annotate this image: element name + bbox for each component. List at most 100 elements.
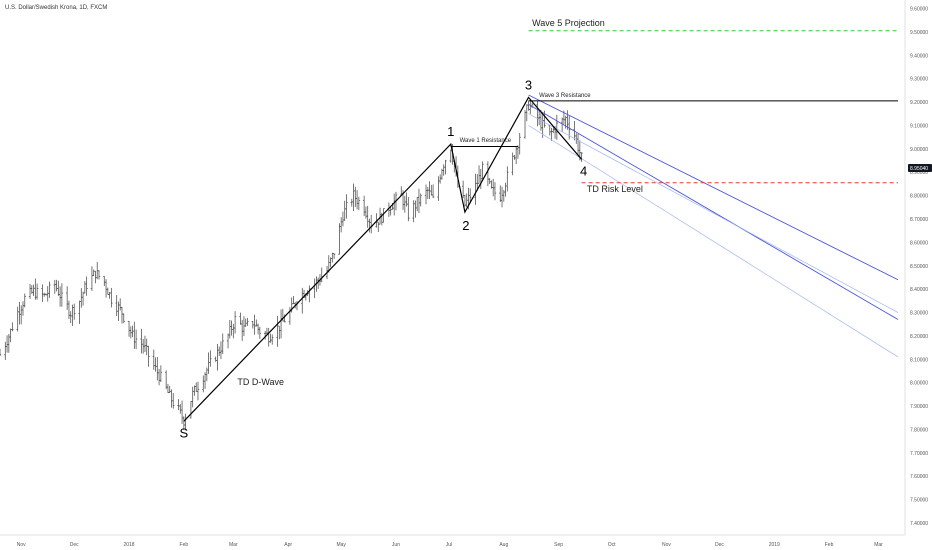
ohlc-bar — [145, 338, 148, 356]
ohlc-bar — [529, 99, 532, 114]
price-axis[interactable]: 9.60000 9.50000 9.40000 9.30000 9.20000 9.100… — [910, 7, 928, 528]
ohlc-bar — [415, 196, 419, 212]
ohlc-bar — [53, 279, 56, 294]
time-tick-label: 2018 — [123, 542, 134, 548]
ohlc-bar — [368, 218, 371, 233]
ohlc-bar — [313, 278, 316, 299]
time-tick-label: Dec — [70, 542, 79, 548]
ohlc-bar — [504, 182, 507, 197]
level-label: Wave 5 Projection — [532, 18, 605, 28]
time-tick-label: Mar — [874, 542, 883, 548]
ohlc-bar — [189, 401, 193, 419]
ohlc-bar — [11, 322, 14, 332]
ohlc-bar — [338, 223, 341, 255]
ohlc-bar — [555, 114, 559, 140]
ohlc-bar — [364, 206, 368, 219]
ohlc-bar — [477, 165, 481, 184]
ohlc-bar — [90, 266, 94, 291]
ohlc-bar — [488, 178, 491, 185]
ohlc-bar — [104, 279, 108, 298]
time-tick-label: Feb — [825, 542, 834, 548]
ohlc-bar — [117, 301, 120, 322]
ohlc-bar — [355, 190, 359, 210]
ohlc-bar — [168, 385, 171, 394]
ohlc-bar — [119, 298, 122, 311]
ohlc-bar — [58, 286, 62, 307]
ohlc-bar — [332, 252, 336, 259]
ohlc-bar — [444, 159, 447, 175]
ohlc-bar — [73, 303, 76, 320]
ohlc-bar — [548, 125, 551, 136]
ohlc-bar — [191, 386, 194, 408]
ohlc-bar — [35, 283, 39, 300]
price-tick-label: 7.80000 — [910, 427, 928, 433]
ohlc-bar — [352, 183, 355, 212]
ohlc-bar — [55, 279, 58, 292]
price-tick-label: 8.20000 — [910, 334, 928, 340]
ohlc-bar — [147, 345, 150, 367]
price-tick-label: 8.40000 — [910, 287, 928, 293]
ohlc-bar — [83, 281, 87, 294]
ohlc-bar — [339, 217, 343, 233]
ohlc-bar — [343, 200, 346, 221]
ohlc-bar — [230, 320, 233, 336]
chart-title: U.S. Dollar/Swedish Krona, 1D, FXCM — [5, 5, 107, 11]
ohlc-bar — [140, 328, 143, 354]
ohlc-bar — [127, 320, 131, 337]
ohlc-bar — [506, 166, 509, 192]
ohlc-bar — [253, 314, 256, 335]
ohlc-bar — [481, 161, 484, 180]
ohlc-bar — [28, 283, 32, 299]
ohlc-bar — [219, 341, 223, 360]
ohlc-bar — [216, 343, 219, 371]
ohlc-bar — [354, 186, 357, 207]
ohlc-bar — [233, 311, 237, 334]
wave-path — [183, 96, 583, 422]
ohlc-bar — [32, 284, 35, 297]
ohlc-bar — [85, 276, 88, 296]
ohlc-bar — [449, 149, 452, 163]
time-axis[interactable]: Nov Dec 2018 Feb Mar Apr May Jun Jul Aug Sep Oct Nov… — [17, 542, 883, 548]
ohlc-bar — [157, 368, 161, 386]
ohlc-bar — [209, 350, 212, 367]
price-tick-label: 9.10000 — [910, 123, 928, 129]
time-tick-label: Aug — [499, 542, 508, 548]
price-tick-label: 8.90000 — [910, 170, 928, 176]
ohlc-bar — [34, 278, 37, 300]
ohlc-bar — [120, 306, 124, 324]
ohlc-bar — [20, 305, 23, 325]
ohlc-bar — [134, 329, 138, 350]
ohlc-bar — [329, 257, 332, 268]
ohlc-bar — [46, 286, 49, 302]
time-tick-label: Apr — [284, 542, 292, 548]
ohlc-bar — [428, 181, 431, 199]
price-tick-label: 7.50000 — [910, 498, 928, 504]
price-tick-label: 8.60000 — [910, 240, 928, 246]
time-tick-label: Nov — [17, 542, 26, 548]
ohlc-bar — [518, 132, 521, 155]
ohlc-bar — [580, 152, 583, 162]
price-tick-label: 7.60000 — [910, 474, 928, 480]
wave-label: 4 — [580, 163, 587, 178]
ohlc-bar — [431, 184, 435, 199]
wave-structure: S 1 2 3 4 TD D-Wave — [180, 77, 588, 440]
ohlc-bar — [106, 287, 110, 295]
ohlc-bar — [357, 196, 361, 210]
ohlc-bar — [177, 399, 180, 411]
ohlc-bar — [523, 110, 527, 139]
price-tick-label: 9.60000 — [910, 7, 928, 13]
ohlc-bar — [240, 319, 244, 341]
ohlc-bar — [320, 267, 323, 283]
ohlc-bar — [172, 393, 175, 409]
ohlc-bar — [417, 188, 421, 214]
ohlc-bar — [278, 325, 281, 340]
ohlc-bar — [80, 288, 83, 308]
ohlc-bar — [474, 173, 477, 205]
ohlc-bar — [267, 327, 270, 347]
price-tick-label: 8.10000 — [910, 357, 928, 363]
price-tick-label: 7.90000 — [910, 404, 928, 410]
ohlc-bar — [41, 284, 44, 303]
time-tick-label: Mar — [229, 542, 238, 548]
wave-label: 1 — [447, 124, 454, 139]
